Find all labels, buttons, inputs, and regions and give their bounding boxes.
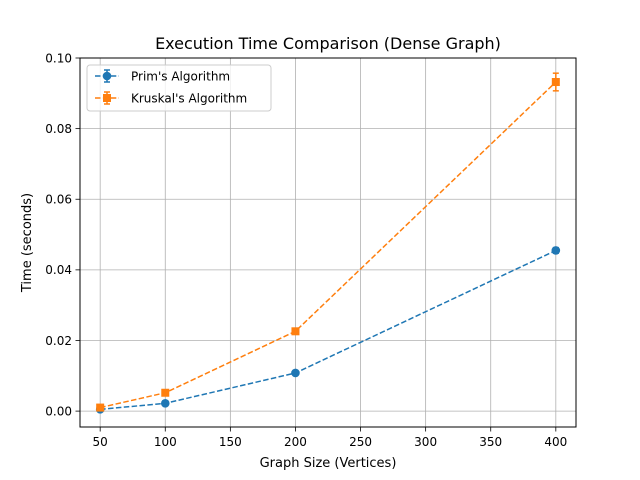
- y-tick-label: 0.02: [45, 334, 72, 348]
- series-line: [100, 81, 557, 409]
- y-axis-label: Time (seconds): [20, 193, 35, 293]
- x-tick-label: 150: [219, 435, 242, 449]
- data-point: [96, 403, 105, 412]
- series-line: [100, 249, 557, 411]
- legend-marker: [102, 71, 112, 81]
- x-tick-label: 250: [349, 435, 372, 449]
- x-axis-label: Graph Size (Vertices): [260, 456, 397, 471]
- y-tick-label: 0.08: [45, 122, 72, 136]
- data-point: [161, 388, 170, 397]
- legend-box: [86, 64, 272, 112]
- x-tick-label: 350: [479, 435, 502, 449]
- legend-label: Prim's Algorithm: [131, 69, 230, 83]
- x-tick-label: 50: [93, 435, 108, 449]
- y-axis: 0.00 0.02 0.04 0.06 0.08 0.10: [45, 51, 80, 418]
- y-tick-label: 0.06: [45, 193, 72, 207]
- chart-title: Execution Time Comparison (Dense Graph): [155, 34, 501, 53]
- y-tick-label: 0.10: [45, 51, 72, 65]
- y-tick-label: 0.00: [45, 404, 72, 418]
- data-point: [551, 246, 561, 255]
- series-layer: [95, 72, 561, 414]
- x-axis: 50 100 150 200 250 300 350 400: [93, 427, 567, 449]
- data-point: [291, 368, 300, 378]
- data-point: [291, 327, 300, 336]
- y-tick-label: 0.04: [45, 263, 72, 277]
- plot-frame: [79, 57, 577, 428]
- legend-entry: Prim's Algorithm: [95, 69, 230, 83]
- legend: Prim's Algorithm Kruskal's Algorithm: [86, 64, 272, 112]
- data-point: [160, 399, 170, 408]
- legend-label: Kruskal's Algorithm: [131, 91, 247, 105]
- data-point: [551, 78, 560, 87]
- x-tick-label: 200: [284, 435, 307, 449]
- legend-entry: Kruskal's Algorithm: [95, 91, 247, 105]
- x-tick-label: 400: [544, 435, 567, 449]
- legend-marker: [103, 94, 111, 102]
- x-tick-label: 300: [414, 435, 437, 449]
- grid: [80, 57, 576, 427]
- series-kruskal: [96, 72, 560, 412]
- x-tick-label: 100: [154, 435, 177, 449]
